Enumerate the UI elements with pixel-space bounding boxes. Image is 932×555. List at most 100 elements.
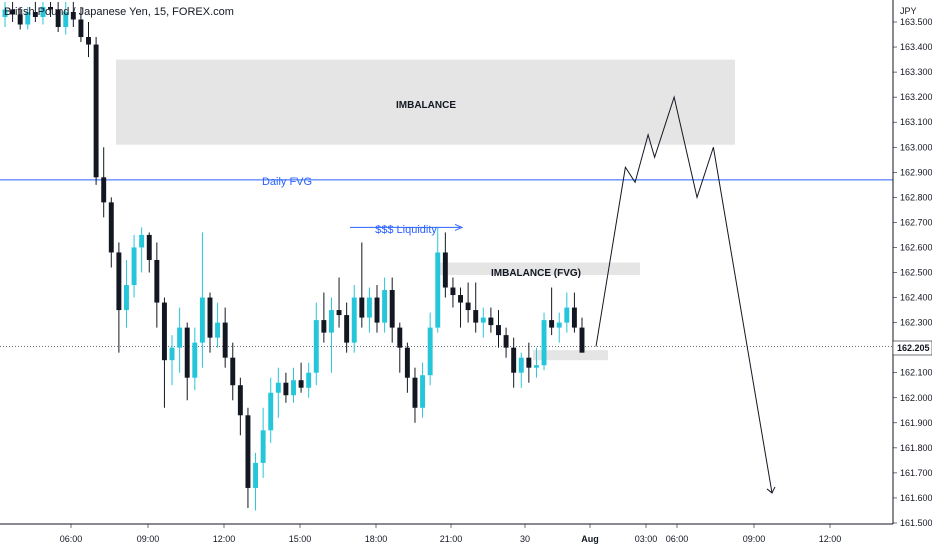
candle-body bbox=[70, 11, 76, 20]
candle-body bbox=[55, 9, 61, 28]
candle-body bbox=[78, 19, 84, 38]
candle-body bbox=[420, 375, 426, 408]
candle-body bbox=[533, 365, 539, 368]
imbalance-zone bbox=[440, 262, 640, 276]
x-tick-label: 06:00 bbox=[666, 534, 689, 544]
current-price-tag: 162.205 bbox=[892, 340, 932, 356]
candle-body bbox=[496, 325, 501, 336]
x-tick-label: 21:00 bbox=[440, 534, 463, 544]
y-tick-label: 162.800 bbox=[900, 192, 932, 202]
candle-body bbox=[465, 302, 471, 311]
candle-body bbox=[169, 347, 175, 361]
x-tick-label: 12:00 bbox=[819, 534, 842, 544]
candle-body bbox=[344, 315, 350, 343]
candle-body bbox=[306, 372, 312, 388]
candle-body bbox=[154, 259, 160, 303]
candle-body bbox=[283, 382, 289, 396]
imbalance-fvg-label: IMBALANCE (FVG) bbox=[491, 268, 581, 279]
x-tick-label: Aug bbox=[581, 534, 599, 544]
y-tick-label: 161.900 bbox=[900, 418, 932, 428]
candle-body bbox=[86, 37, 91, 45]
y-tick-label: 162.600 bbox=[900, 242, 932, 252]
candle-body bbox=[427, 327, 433, 376]
x-tick-label: 09:00 bbox=[743, 534, 766, 544]
imbalance-zone bbox=[116, 59, 735, 145]
candle-body bbox=[161, 302, 167, 361]
y-tick-label: 162.300 bbox=[900, 318, 932, 328]
candle-body bbox=[116, 252, 122, 311]
candle-body bbox=[17, 14, 23, 25]
y-tick-label: 162.700 bbox=[900, 217, 932, 227]
daily-fvg-label: Daily FVG bbox=[262, 176, 312, 188]
y-tick-label: 163.400 bbox=[900, 42, 932, 52]
candle-body bbox=[564, 307, 570, 323]
candle-body bbox=[268, 392, 274, 431]
candle-body bbox=[480, 317, 486, 323]
y-tick-label: 162.500 bbox=[900, 268, 932, 278]
levels-layer bbox=[0, 179, 893, 347]
candle-body bbox=[48, 6, 54, 10]
current-price-box bbox=[892, 340, 932, 356]
candle-body bbox=[192, 342, 198, 378]
candle-body bbox=[207, 297, 213, 338]
y-tick-label: 163.300 bbox=[900, 67, 932, 77]
candle-body bbox=[199, 297, 205, 343]
y-tick-label: 162.400 bbox=[900, 293, 932, 303]
chart-title: British Pound / Japanese Yen, 15, FOREX.… bbox=[4, 6, 234, 18]
liquidity-arrow bbox=[454, 223, 464, 231]
candle-body bbox=[215, 322, 221, 338]
candle-body bbox=[435, 252, 441, 328]
candle-body bbox=[458, 295, 463, 303]
candle-body bbox=[488, 317, 494, 326]
x-tick-label: 30 bbox=[520, 534, 530, 544]
y-tick-label: 162.100 bbox=[900, 368, 932, 378]
candle-body bbox=[131, 247, 137, 286]
zones-layer bbox=[116, 59, 735, 361]
candle-body bbox=[556, 322, 562, 328]
candle-body bbox=[336, 310, 342, 316]
x-tick-label: 15:00 bbox=[289, 534, 312, 544]
candle-body bbox=[108, 202, 114, 253]
candle-body bbox=[328, 310, 334, 333]
candle-body bbox=[275, 382, 281, 393]
candle-body bbox=[25, 11, 31, 25]
candle-body bbox=[351, 297, 357, 343]
candle-body bbox=[253, 462, 259, 488]
y-tick-label: 161.600 bbox=[900, 493, 932, 503]
candle-body bbox=[571, 307, 577, 328]
candle-body bbox=[124, 285, 129, 311]
candle-body bbox=[473, 310, 479, 323]
y-tick-label: 162.000 bbox=[900, 393, 932, 403]
annotations-layer: IMBALANCE IMBALANCE (FVG) Daily FVG $$$ … bbox=[262, 100, 581, 279]
y-tick-label: 161.800 bbox=[900, 443, 932, 453]
candle-body bbox=[541, 320, 547, 366]
candle-body bbox=[313, 320, 319, 373]
candles-layer bbox=[2, 1, 585, 511]
candle-body bbox=[321, 320, 327, 333]
candle-body bbox=[146, 234, 152, 260]
projection-arrowhead bbox=[766, 486, 776, 494]
current-price-text: 162.205 bbox=[897, 343, 930, 353]
candle-body bbox=[63, 11, 69, 28]
imbalance-label: IMBALANCE bbox=[396, 100, 456, 111]
candle-body bbox=[442, 252, 448, 288]
candle-body bbox=[2, 9, 8, 17]
candle-body bbox=[260, 430, 266, 463]
candle-body bbox=[404, 347, 410, 378]
price-axis: JPY 163.500 163.400 163.300 163.200 163.100 1… bbox=[893, 6, 932, 528]
candle-body bbox=[139, 234, 145, 248]
time-axis: 06:00 09:00 12:00 15:00 18:00 21:00 30 Aug 03:00… bbox=[60, 524, 842, 544]
y-tick-label: 161.500 bbox=[900, 518, 932, 528]
candle-body bbox=[511, 347, 517, 373]
x-tick-label: 06:00 bbox=[60, 534, 83, 544]
candle-body bbox=[222, 322, 228, 358]
candle-body bbox=[450, 287, 456, 296]
y-tick-label: 161.700 bbox=[900, 468, 932, 478]
candle-body bbox=[40, 6, 46, 17]
candle-body bbox=[518, 357, 524, 373]
x-tick-label: 12:00 bbox=[213, 534, 236, 544]
candle-body bbox=[298, 380, 304, 388]
candle-body bbox=[382, 290, 388, 323]
